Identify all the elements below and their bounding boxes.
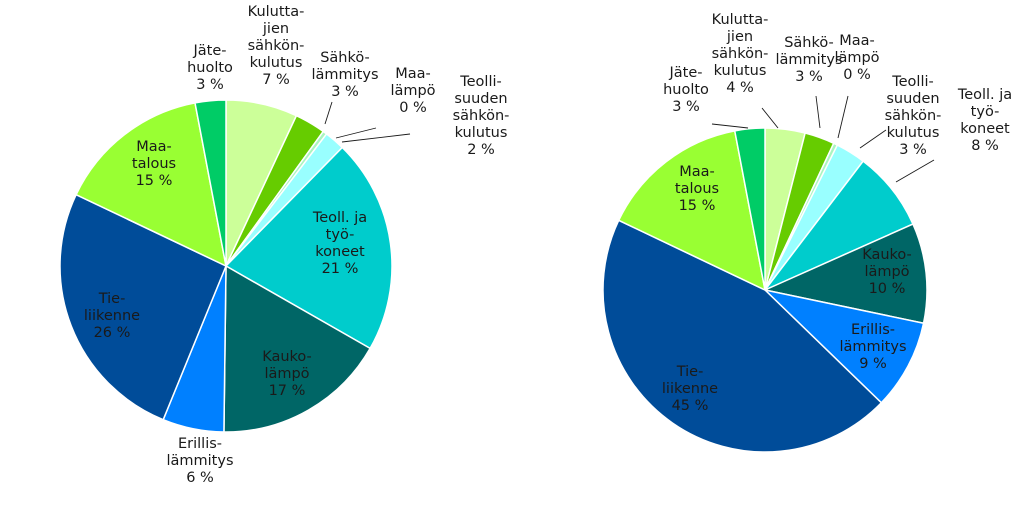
pie-chart-left: Kulutta-jien sähkön-kulutus 7 %Sähkö-lämmi… xyxy=(59,4,510,486)
pie2-label-teollisuudensahkonkulutus: Teolli-suuden sähkön-kulutus 3 % xyxy=(885,74,942,158)
pie2-label-kaukolampo: Kauko-lämpö 10 % xyxy=(862,247,912,297)
pie2-leader-kuluttajiensahkonkulutus xyxy=(761,107,779,129)
pie2-leader-jatehuolto xyxy=(711,123,749,129)
pie-chart-right: Kulutta-jien sähkön-kulutus 4 %Sähkö-lämmi… xyxy=(602,12,1012,453)
pie1-label-maatalous: Maa-talous 15 % xyxy=(132,139,176,189)
pie1-label-erillislammitys: Erillis-lämmitys 6 % xyxy=(166,436,233,486)
pie2-slice-tieliikenne xyxy=(602,219,883,453)
pie2-label-kuluttajiensahkonkulutus: Kulutta-jien sähkön-kulutus 4 % xyxy=(712,12,769,96)
pie2-label-tieliikenne: Tie-liikenne 45 % xyxy=(662,364,718,414)
pie1-slice-tieliikenne xyxy=(59,193,227,421)
pie1-slice-maatalous xyxy=(75,102,228,268)
pie2-label-jatehuolto: Jäte-huolto 3 % xyxy=(663,65,709,115)
pie1-slice-kaukolampo xyxy=(223,264,372,433)
pie1-slice-jatehuolto xyxy=(194,99,227,267)
pie2-label-erillislammitys: Erillis-lämmitys 9 % xyxy=(839,322,906,372)
pie2-leader-sahkolammitys xyxy=(815,95,821,129)
pie2-slice-jatehuolto xyxy=(733,127,766,291)
pie2-label-sahkolammitys: Sähkö-lämmitys 3 % xyxy=(775,35,842,85)
pie2-label-maalampo: Maa-lämpö 0 % xyxy=(834,33,879,83)
pie1-label-kuluttajiensahkonkulutus: Kulutta-jien sähkön-kulutus 7 % xyxy=(248,4,305,88)
pie2-leader-teoll-jatyokoneet xyxy=(895,159,935,183)
pie1-slice-teoll-jatyokoneet xyxy=(224,146,393,350)
pie2-slice-maatalous xyxy=(617,129,767,292)
pie1-label-tieliikenne: Tie-liikenne 26 % xyxy=(84,291,140,341)
pie1-leader-sahkolammitys xyxy=(324,101,333,125)
pie1-leader-maalampo xyxy=(335,127,377,139)
pie2-slice-erillislammitys xyxy=(762,288,925,404)
pie1-leader-teollisuudensahkonkulutus xyxy=(341,133,411,143)
pie1-label-teollisuudensahkonkulutus: Teolli-suuden sähkön-kulutus 2 % xyxy=(453,74,510,158)
pie2-leader-teollisuudensahkonkulutus xyxy=(859,129,887,149)
pie2-label-teoll-jatyokoneet: Teoll. ja työ-koneet 8 % xyxy=(957,87,1012,154)
pie1-label-sahkolammitys: Sähkö-lämmitys 3 % xyxy=(311,50,378,100)
pie1-label-jatehuolto: Jäte-huolto 3 % xyxy=(187,43,233,93)
pie2-leader-maalampo xyxy=(837,95,849,139)
pie1-label-maalampo: Maa-lämpö 0 % xyxy=(390,66,435,116)
pie1-label-teoll-jatyokoneet: Teoll. ja työ-koneet 21 % xyxy=(312,210,367,277)
pie2-label-maatalous: Maa-talous 15 % xyxy=(675,164,719,214)
pie1-label-kaukolampo: Kauko-lämpö 17 % xyxy=(262,349,312,399)
